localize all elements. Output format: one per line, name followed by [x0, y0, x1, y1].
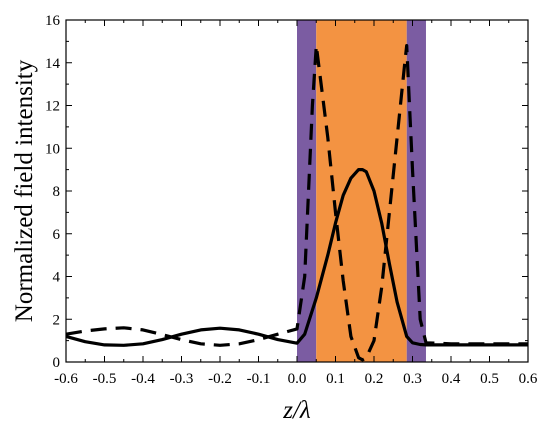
y-tick-label: 10	[45, 141, 60, 157]
y-axis-ticks: 0 2 4 6 8 10 12 14 16	[45, 13, 528, 371]
x-tick-label: 0.3	[403, 371, 422, 387]
y-tick-label: 4	[53, 270, 61, 286]
series-lines	[65, 44, 528, 362]
y-tick-label: 14	[45, 56, 61, 72]
x-tick-label: 0.6	[519, 371, 538, 387]
x-tick-label: -0.2	[208, 371, 232, 387]
y-axis-title: Normalized field intensity	[11, 59, 38, 322]
y-tick-label: 6	[53, 227, 61, 243]
y-tick-label: 12	[45, 99, 60, 115]
x-tick-label: 0.1	[326, 371, 345, 387]
x-axis-title: z/λ	[282, 397, 311, 424]
x-tick-label: 0.5	[480, 371, 499, 387]
x-tick-label: 0.2	[365, 371, 384, 387]
x-tick-label: -0.6	[54, 371, 78, 387]
y-tick-label: 2	[53, 312, 61, 328]
y-tick-label: 0	[53, 355, 61, 371]
x-tick-label: 0.0	[288, 371, 307, 387]
x-tick-label: -0.5	[93, 371, 117, 387]
x-tick-label: 0.4	[442, 371, 461, 387]
y-tick-label: 16	[45, 13, 61, 29]
x-tick-label: -0.4	[131, 371, 155, 387]
y-tick-label: 8	[53, 184, 61, 200]
x-tick-label: -0.1	[247, 371, 271, 387]
x-axis-ticks: -0.6 -0.5 -0.4 -0.3 -0.2 -0.1 0.0 0.1 0.2 0.3 0.4 0…	[54, 20, 538, 387]
region-2	[406, 20, 426, 362]
series-line-dashed	[65, 44, 528, 362]
x-tick-label: -0.3	[170, 371, 194, 387]
